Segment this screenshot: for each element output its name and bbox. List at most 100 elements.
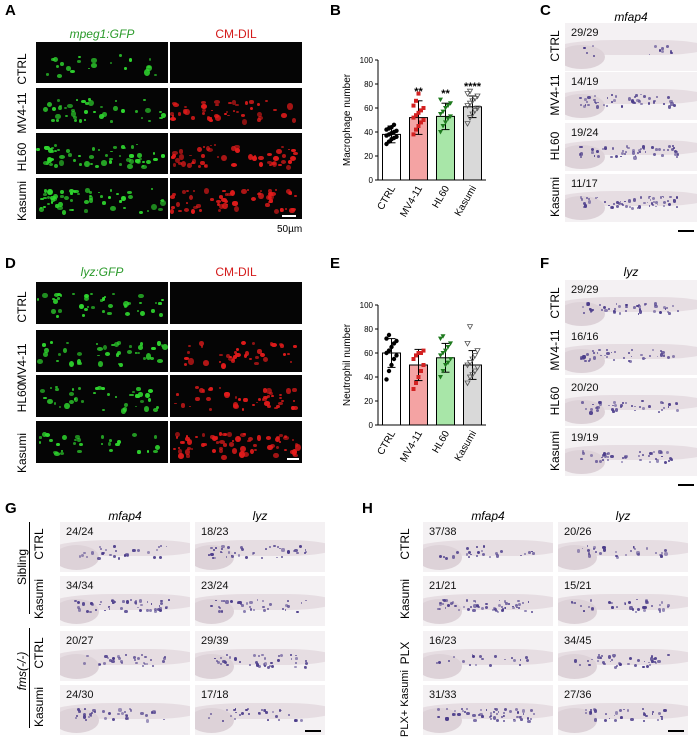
data-point [448, 114, 453, 119]
cell-dot [184, 108, 190, 115]
y-tick-label: 0 [369, 421, 374, 430]
embryo-count: 31/33 [429, 689, 457, 701]
stain-dot [659, 196, 663, 199]
panel-f-scale-bar [678, 484, 694, 486]
stain-dot [662, 149, 665, 152]
cell-dot [235, 111, 239, 114]
stain-dot [598, 348, 601, 352]
stain-dot [645, 547, 649, 551]
y-tick-label: 0 [369, 176, 374, 185]
stain-dot [503, 719, 506, 722]
stain-dot [117, 712, 120, 716]
cell-dot [68, 153, 72, 157]
cell-dot [271, 161, 277, 166]
cell-dot [59, 294, 63, 297]
cell-dot [257, 349, 262, 354]
cell-dot [115, 193, 119, 196]
stain-dot [611, 101, 613, 103]
stain-dot [466, 607, 471, 611]
stain-dot [634, 405, 636, 408]
stain-dot [262, 605, 265, 608]
cell-dot [127, 190, 133, 195]
stain-dot [633, 546, 636, 549]
stain-dot [154, 609, 158, 613]
stain-dot [592, 351, 596, 355]
stain-dot [590, 408, 593, 412]
stain-dot [636, 304, 640, 308]
cell-dot [170, 209, 175, 214]
cell-dot [216, 156, 219, 159]
stain-dot [213, 556, 216, 560]
cell-dot [88, 191, 93, 195]
cell-dot [138, 293, 144, 299]
data-point [386, 368, 392, 374]
stain-dot [129, 709, 132, 712]
stain-dot [257, 654, 260, 657]
stain-dot [658, 610, 662, 614]
stain-dot [106, 656, 109, 659]
stain-dot [471, 655, 476, 659]
stain-dot [582, 311, 586, 314]
stain-dot [637, 608, 640, 612]
stain-dot [641, 357, 645, 361]
data-point [466, 374, 474, 381]
stain-dot [660, 715, 662, 718]
embryo-count: 34/45 [564, 635, 592, 647]
stain-dot [631, 206, 635, 211]
stain-dot [659, 401, 663, 405]
panel-g-col2-header: lyz [252, 509, 268, 523]
embryo-yolk [558, 653, 597, 679]
cell-dot [137, 392, 143, 397]
stain-dot [578, 663, 582, 667]
stain-dot [635, 94, 638, 97]
stain-dot [120, 661, 124, 665]
stain-dot [251, 552, 254, 555]
stain-dot [660, 601, 663, 604]
stain-dot [524, 552, 527, 555]
cell-dot [175, 432, 181, 438]
cell-dot [256, 111, 262, 118]
cell-dot [143, 406, 149, 412]
stain-dot [656, 719, 659, 722]
stain-dot [615, 711, 619, 715]
stain-dot [624, 200, 627, 203]
cell-dot [252, 156, 257, 161]
cell-dot [291, 148, 296, 152]
stain-dot [263, 609, 267, 613]
embryo-yolk [423, 707, 462, 733]
cell-dot [178, 448, 183, 454]
cell-dot [174, 402, 177, 405]
stain-dot [653, 152, 657, 156]
stain-dot [579, 152, 583, 156]
y-tick-label: 20 [364, 397, 373, 406]
stain-dot [584, 359, 587, 363]
data-point [416, 91, 421, 96]
cell-dot [80, 400, 85, 403]
ish-embryo-image: 34/45 [558, 631, 688, 681]
cell-dot [88, 194, 92, 198]
cell-dot [48, 162, 53, 166]
stain-dot [161, 660, 165, 663]
stain-dot [109, 553, 112, 557]
stain-dot [579, 156, 582, 159]
stain-dot [91, 603, 94, 607]
cell-dot [224, 433, 227, 436]
stain-dot [510, 657, 513, 659]
panel-f-gene: lyz [623, 265, 639, 279]
cell-dot [139, 342, 144, 347]
stain-dot [219, 656, 222, 660]
stain-dot [473, 600, 476, 603]
cell-dot [262, 388, 268, 394]
cell-dot [112, 105, 118, 112]
cell-dot [43, 160, 50, 166]
stain-dot [667, 144, 672, 148]
cell-dot [186, 439, 193, 445]
stain-dot [653, 45, 657, 49]
cell-dot [266, 387, 272, 394]
cell-dot [112, 146, 118, 150]
stain-dot [651, 660, 654, 663]
stain-dot [587, 606, 590, 609]
stain-dot [592, 403, 594, 406]
stain-dot [208, 717, 211, 720]
stain-dot [508, 603, 511, 606]
